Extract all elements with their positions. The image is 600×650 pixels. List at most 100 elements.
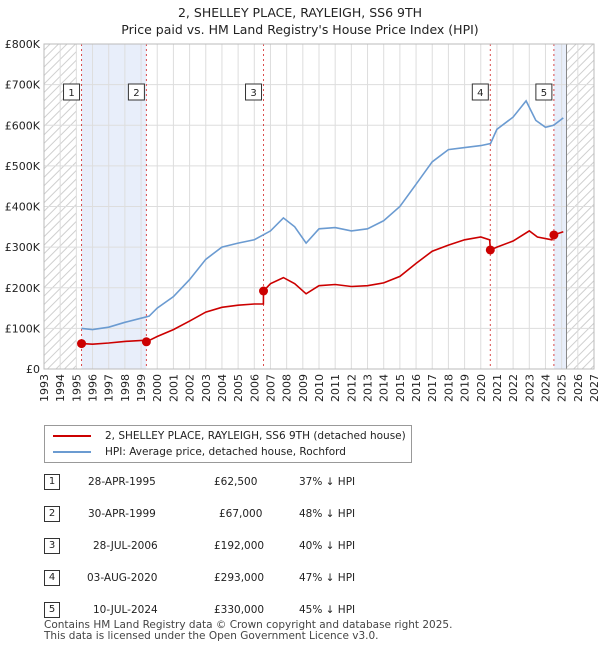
x-tick-label: 1996 [87, 374, 100, 402]
y-tick-label: £400K [5, 201, 41, 214]
price-chart: £0 £100K £200K £300K £400K £500K £600K £700K £80… [5, 38, 600, 402]
x-tick-label: 1995 [70, 374, 83, 402]
x-tick-label: 2011 [329, 374, 342, 402]
sale-date: 03-AUG-2020 [87, 572, 158, 584]
x-tick-label: 1999 [135, 374, 148, 402]
x-tick-label: 2010 [313, 374, 326, 402]
table-row: 4 03-AUG-2020 £293,000 47% ↓ HPI [44, 570, 444, 588]
x-tick-label: 2007 [264, 374, 277, 402]
sale-number: 3 [44, 538, 60, 554]
footer: Contains HM Land Registry data © Crown c… [44, 620, 452, 642]
x-tick-label: 2019 [459, 374, 472, 402]
sale-price: £330,000 [214, 604, 265, 616]
sale-number-box [127, 83, 145, 101]
footer-copyright: Contains HM Land Registry data © Crown c… [44, 619, 453, 631]
legend-label-property: 2, SHELLEY PLACE, RAYLEIGH, SS6 9TH (det… [105, 430, 406, 442]
x-tick-label: 2017 [426, 374, 439, 402]
x-tick-label: 2016 [410, 374, 423, 402]
sale-hpi-diff: 48% ↓ HPI [299, 508, 356, 520]
sale-number-box [535, 83, 553, 101]
sale-number: 5 [44, 602, 60, 618]
legend-item-hpi: HPI: Average price, detached house, Roch… [53, 444, 346, 460]
y-tick-label: £100K [5, 322, 41, 335]
sale-number-label: 5 [541, 88, 547, 99]
sale-price: £62,500 [214, 476, 258, 488]
y-tick-label: £0 [26, 363, 40, 376]
y-tick-label: £700K [5, 79, 41, 92]
x-tick-label: 2002 [184, 374, 197, 402]
footer-licence: This data is licensed under the Open Gov… [44, 630, 379, 642]
x-tick-label: 2000 [151, 374, 164, 402]
y-tick-label: £800K [5, 38, 41, 51]
sale-date: 10-JUL-2024 [93, 604, 158, 616]
chart-subtitle: Price paid vs. HM Land Registry's House … [121, 22, 479, 37]
sale-point [259, 286, 269, 296]
x-tick-label: 1998 [119, 374, 132, 402]
x-tick-label: 2013 [362, 374, 375, 402]
table-row: 3 28-JUL-2006 £192,000 40% ↓ HPI [44, 538, 444, 556]
x-tick-label: 2014 [378, 374, 391, 402]
sale-point [485, 245, 495, 255]
y-tick-label: £500K [5, 160, 41, 173]
x-tick-label: 2020 [475, 374, 488, 402]
sale-number-box [471, 83, 489, 101]
x-tick-label: 2009 [297, 374, 310, 402]
sale-number: 2 [44, 506, 60, 522]
x-tick-label: 1997 [103, 374, 116, 402]
chart-title: 2, SHELLEY PLACE, RAYLEIGH, SS6 9TH [177, 5, 423, 20]
sale-point [549, 230, 559, 240]
sale-price: £293,000 [214, 572, 265, 584]
x-tick-label: 2001 [167, 374, 180, 402]
x-tick-label: 2021 [491, 374, 504, 402]
sale-number-box [63, 83, 81, 101]
sale-date: 28-APR-1995 [88, 476, 156, 488]
chart-title-block: 2, SHELLEY PLACE, RAYLEIGH, SS6 9TH Pric… [0, 4, 600, 38]
x-tick-label: 2022 [507, 374, 520, 402]
sale-hpi-diff: 40% ↓ HPI [299, 540, 356, 552]
property-price-line [81, 229, 564, 346]
sale-number-label: 1 [68, 88, 74, 99]
legend: 2, SHELLEY PLACE, RAYLEIGH, SS6 9TH (det… [44, 425, 412, 463]
x-tick-label: 2012 [345, 374, 358, 402]
legend-swatch-hpi [53, 451, 91, 453]
sale-price: £192,000 [214, 540, 265, 552]
sale-number: 1 [44, 474, 60, 490]
y-tick-label: £300K [5, 241, 41, 254]
x-tick-label: 1994 [54, 374, 67, 402]
sale-number-box [245, 83, 263, 101]
sale-hpi-diff: 47% ↓ HPI [299, 572, 356, 584]
sale-hpi-diff: 37% ↓ HPI [299, 476, 356, 488]
x-tick-label: 2008 [281, 374, 294, 402]
sale-price: £67,000 [219, 508, 263, 520]
x-tick-label: 2027 [588, 374, 600, 402]
table-row: 2 30-APR-1999 £67,000 48% ↓ HPI [44, 506, 444, 524]
sale-point [77, 339, 87, 349]
legend-swatch-property [53, 435, 91, 437]
sale-number-label: 2 [133, 88, 139, 99]
legend-item-property: 2, SHELLEY PLACE, RAYLEIGH, SS6 9TH (det… [53, 428, 406, 444]
x-tick-label: 2026 [572, 374, 585, 402]
x-tick-label: 2024 [539, 374, 552, 402]
sale-number: 4 [44, 570, 60, 586]
x-tick-label: 2025 [556, 374, 569, 402]
sale-number-label: 4 [477, 88, 483, 99]
table-row: 1 28-APR-1995 £62,500 37% ↓ HPI [44, 474, 444, 492]
x-tick-label: 2018 [442, 374, 455, 402]
y-tick-label: £200K [5, 282, 41, 295]
sale-hpi-diff: 45% ↓ HPI [299, 604, 356, 616]
hpi-line [81, 99, 564, 331]
sale-number-label: 3 [250, 88, 256, 99]
sale-date: 30-APR-1999 [88, 508, 156, 520]
x-tick-label: 2005 [232, 374, 245, 402]
sale-date: 28-JUL-2006 [93, 540, 158, 552]
x-tick-label: 2015 [394, 374, 407, 402]
plot-frame [43, 43, 595, 370]
x-tick-label: 1993 [38, 374, 51, 402]
table-row: 5 10-JUL-2024 £330,000 45% ↓ HPI [44, 602, 444, 620]
legend-label-hpi: HPI: Average price, detached house, Roch… [105, 446, 346, 458]
y-tick-label: £600K [5, 119, 41, 132]
x-tick-label: 2004 [216, 374, 229, 402]
sale-point [141, 337, 151, 347]
x-tick-label: 2023 [523, 374, 536, 402]
x-tick-label: 2006 [248, 374, 261, 402]
